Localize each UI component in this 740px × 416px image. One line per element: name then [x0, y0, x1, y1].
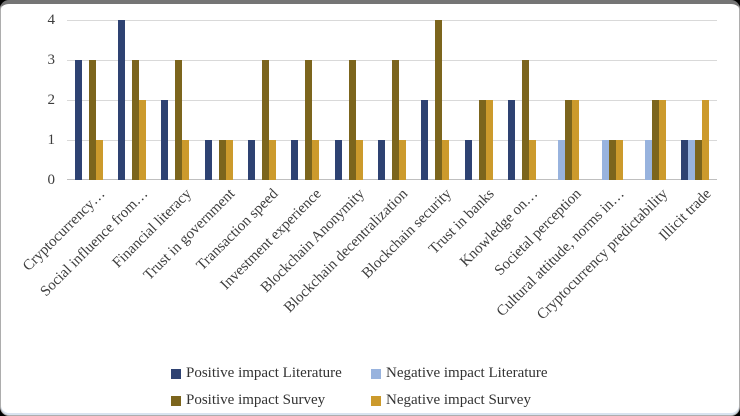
legend-label: Positive impact Survey [186, 392, 326, 408]
bar-group [110, 20, 153, 180]
y-axis-tick-label: 3 [47, 52, 56, 68]
legend-swatch [371, 368, 381, 379]
bar-group [67, 20, 110, 180]
legend-item: Positive impact Literature [171, 365, 371, 382]
bar [291, 140, 299, 180]
bar-group [457, 20, 500, 180]
bar [305, 60, 313, 180]
bar [131, 60, 139, 180]
bar [681, 140, 689, 180]
y-axis-tick-label: 2 [47, 92, 56, 108]
bar [644, 140, 652, 180]
bar [398, 140, 406, 180]
bar [247, 140, 255, 180]
bar [695, 140, 703, 180]
bar [161, 100, 169, 180]
bar-group [414, 20, 457, 180]
bar [261, 60, 269, 180]
bar [225, 140, 233, 180]
bar [478, 100, 486, 180]
bar-group [370, 20, 413, 180]
legend-label: Negative impact Literature [386, 365, 548, 381]
bar-group [240, 20, 283, 180]
y-axis-tick-label: 0 [47, 172, 56, 188]
bar [88, 60, 96, 180]
bar [464, 140, 472, 180]
legend: Positive impact Literature Negative impac… [171, 365, 548, 409]
bar [95, 140, 103, 180]
plot-area [67, 20, 717, 180]
bar [74, 60, 82, 180]
legend-item: Negative impact Survey [371, 392, 548, 409]
bar [565, 100, 573, 180]
bar [391, 60, 399, 180]
gridline [67, 20, 717, 21]
y-axis-tick-label: 1 [47, 132, 56, 148]
bar [175, 60, 183, 180]
bar [421, 100, 429, 180]
bar [608, 140, 616, 180]
bar [558, 140, 566, 180]
bar [182, 140, 190, 180]
bar [442, 140, 450, 180]
y-axis-tick-label: 4 [47, 12, 56, 28]
bar-group [197, 20, 240, 180]
bar [348, 60, 356, 180]
legend-swatch [171, 368, 181, 379]
bar [651, 100, 659, 180]
bar [218, 140, 226, 180]
bar [377, 140, 385, 180]
bar [521, 60, 529, 180]
bar [615, 140, 623, 180]
bar [117, 20, 125, 180]
bar-group [674, 20, 717, 180]
bar [435, 20, 443, 180]
bar [702, 100, 710, 180]
bar [572, 100, 580, 180]
bar [312, 140, 320, 180]
bar [485, 100, 493, 180]
bar-group [544, 20, 587, 180]
bar [204, 140, 212, 180]
bar-group [327, 20, 370, 180]
bar-group [284, 20, 327, 180]
bar [507, 100, 515, 180]
legend-swatch [371, 395, 381, 406]
bar [601, 140, 609, 180]
bar [138, 100, 146, 180]
bar [658, 100, 666, 180]
bar [688, 140, 696, 180]
legend-label: Negative impact Survey [386, 392, 531, 408]
legend-swatch [171, 395, 181, 406]
bar [268, 140, 276, 180]
legend-label: Positive impact Literature [186, 365, 342, 381]
legend-item: Positive impact Survey [171, 392, 371, 409]
bar [528, 140, 536, 180]
legend-item: Negative impact Literature [371, 365, 548, 382]
bar [355, 140, 363, 180]
bar-group [630, 20, 673, 180]
clustered-bar-chart: Cryptocurrency… Social influence from… Fin… [1, 4, 739, 415]
bar-group [500, 20, 543, 180]
bar [334, 140, 342, 180]
bar-group [154, 20, 197, 180]
bar-group [587, 20, 630, 180]
